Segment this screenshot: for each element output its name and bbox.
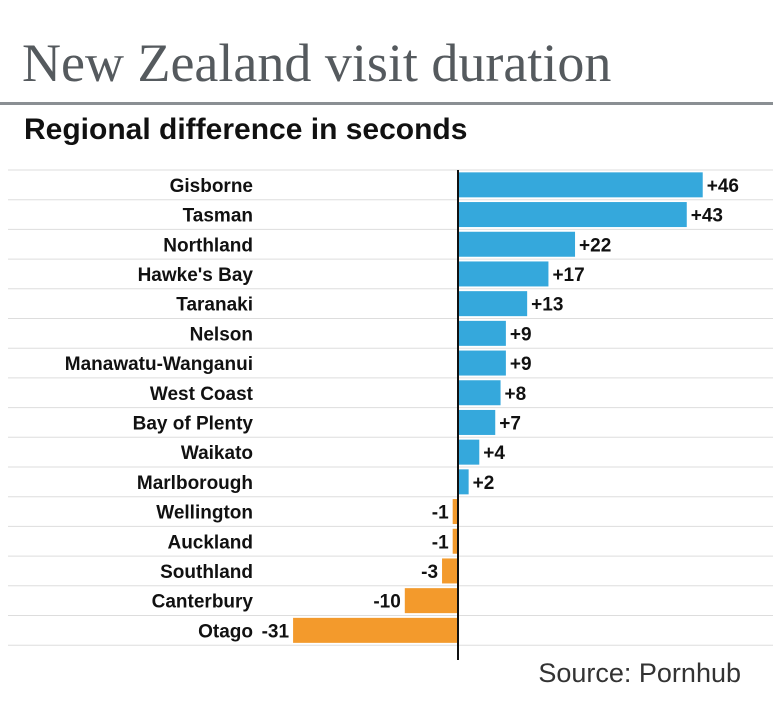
- value-label: +17: [552, 265, 584, 286]
- bar: [404, 588, 458, 614]
- value-label: +13: [531, 295, 563, 316]
- bar: [458, 172, 703, 198]
- bar: [458, 409, 496, 435]
- category-label: Waikato: [181, 443, 253, 464]
- value-label: +46: [707, 176, 739, 197]
- bar: [458, 231, 576, 257]
- bar: [458, 439, 480, 465]
- chart-subtitle: Regional difference in seconds: [24, 113, 468, 146]
- category-label: Wellington: [156, 503, 253, 524]
- category-label: West Coast: [150, 384, 254, 405]
- chart-title: New Zealand visit duration: [22, 33, 612, 93]
- source-note: Source: Pornhub: [538, 658, 741, 688]
- bar: [458, 202, 687, 228]
- category-label: Marlborough: [137, 473, 253, 494]
- category-label: Gisborne: [170, 176, 253, 197]
- value-label: +22: [579, 235, 611, 256]
- category-label: Southland: [160, 562, 253, 583]
- title-divider: [0, 102, 773, 105]
- category-label: Manawatu-Wanganui: [65, 354, 253, 375]
- value-label: +9: [510, 324, 532, 345]
- value-label: +43: [691, 206, 723, 227]
- value-label: -1: [432, 532, 449, 553]
- value-label: +7: [499, 413, 521, 434]
- bar: [442, 558, 458, 584]
- value-label: +9: [510, 354, 532, 375]
- bar: [458, 261, 549, 287]
- bar: [452, 528, 458, 554]
- value-label: -31: [262, 621, 290, 642]
- category-label: Nelson: [190, 324, 253, 345]
- category-label: Otago: [198, 621, 253, 642]
- category-label: Auckland: [167, 532, 253, 553]
- bar: [293, 617, 458, 643]
- bar: [458, 320, 506, 346]
- value-label: +2: [473, 473, 495, 494]
- value-label: -1: [432, 503, 449, 524]
- value-label: +4: [483, 443, 505, 464]
- value-label: -10: [373, 592, 400, 613]
- category-label: Bay of Plenty: [133, 413, 254, 434]
- value-label: -3: [421, 562, 438, 583]
- category-label: Canterbury: [152, 592, 254, 613]
- category-label: Tasman: [183, 206, 253, 227]
- category-label: Hawke's Bay: [138, 265, 254, 286]
- value-label: +8: [505, 384, 527, 405]
- bar: [458, 350, 506, 376]
- bar: [458, 291, 528, 317]
- category-label: Northland: [163, 235, 253, 256]
- category-label: Taranaki: [176, 295, 253, 316]
- bar: [452, 499, 458, 525]
- bar: [458, 380, 501, 406]
- bar: [458, 469, 469, 495]
